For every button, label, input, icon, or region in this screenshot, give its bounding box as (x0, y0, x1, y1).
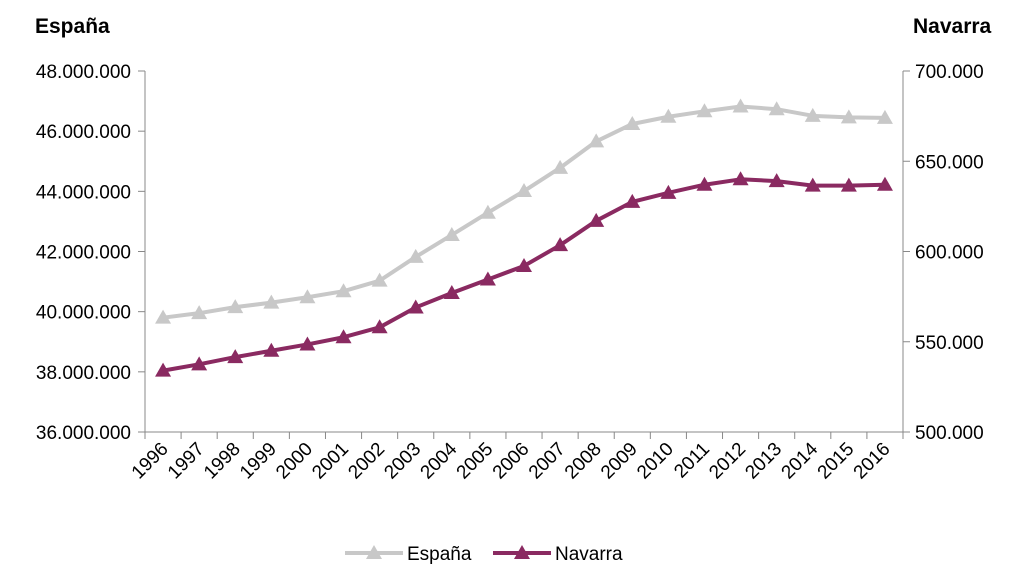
legend-label-espana: España (407, 544, 472, 565)
data-point-navarra (840, 177, 857, 192)
data-point-espana (443, 226, 460, 241)
left-tick-label: 40.000.000 (36, 303, 131, 324)
data-point-espana (479, 204, 496, 219)
data-point-navarra (588, 212, 605, 227)
legend-marker-espana (366, 545, 382, 559)
data-point-navarra (696, 176, 713, 191)
data-point-navarra (876, 176, 893, 191)
data-point-espana (732, 98, 749, 113)
data-point-navarra (191, 356, 208, 371)
x-tick-label: 2014 (778, 438, 823, 483)
data-point-navarra (804, 177, 821, 192)
right-tick-label: 650.000 (915, 152, 984, 173)
x-tick-label: 1996 (128, 439, 173, 484)
x-tick-label: 1997 (164, 439, 209, 484)
data-point-navarra (732, 171, 749, 186)
x-tick-label: 2013 (741, 439, 786, 484)
left-axis-title: España (35, 15, 110, 38)
data-point-espana (263, 294, 280, 309)
data-point-navarra (660, 184, 677, 199)
data-point-navarra (263, 342, 280, 357)
data-point-navarra (335, 329, 352, 344)
x-tick-label: 1999 (236, 439, 281, 484)
series-line-navarra (162, 177, 886, 373)
data-point-navarra (516, 257, 532, 272)
x-tick-label: 2015 (814, 439, 859, 484)
data-point-espana (191, 305, 208, 320)
x-tick-label: 2006 (489, 439, 534, 484)
right-tick-label: 500.000 (915, 423, 984, 444)
data-point-navarra (624, 193, 641, 208)
legend-label-navarra: Navarra (555, 544, 623, 565)
data-point-espana (588, 133, 605, 148)
data-point-navarra (371, 319, 388, 334)
x-tick-label: 2009 (597, 439, 642, 484)
left-tick-label: 36.000.000 (36, 423, 131, 444)
left-tick-label: 42.000.000 (36, 243, 131, 264)
x-tick-label: 1998 (200, 439, 245, 484)
left-tick-label: 44.000.000 (36, 182, 131, 203)
x-tick-label: 2002 (344, 439, 389, 484)
x-tick-label: 2005 (453, 439, 498, 484)
series-layer (155, 98, 893, 377)
right-axis-title: Navarra (913, 15, 992, 38)
right-tick-label: 550.000 (915, 333, 984, 354)
data-point-espana (624, 115, 641, 130)
data-point-espana (335, 283, 352, 298)
data-point-navarra (768, 173, 785, 188)
data-point-navarra (227, 349, 244, 364)
x-tick-label: 2008 (561, 439, 606, 484)
x-tick-label: 2007 (525, 439, 570, 484)
legend-marker-navarra (514, 545, 530, 559)
series-line-espana (162, 104, 885, 320)
data-point-espana (371, 272, 388, 287)
data-point-espana (407, 248, 424, 263)
data-point-espana (299, 289, 316, 304)
left-tick-label: 48.000.000 (36, 62, 131, 83)
data-point-navarra (552, 237, 569, 252)
data-point-espana (840, 109, 857, 124)
x-tick-label: 2000 (272, 439, 317, 484)
data-point-espana (804, 107, 821, 122)
data-point-navarra (479, 271, 496, 286)
data-point-espana (552, 159, 569, 174)
right-tick-label: 600.000 (915, 243, 984, 264)
data-point-espana (768, 101, 785, 116)
data-point-navarra (443, 285, 460, 300)
left-tick-label: 38.000.000 (36, 363, 131, 384)
x-tick-label: 2016 (850, 439, 895, 484)
data-point-espana (227, 299, 244, 314)
data-point-navarra (299, 336, 316, 351)
left-tick-label: 46.000.000 (36, 122, 131, 143)
data-point-navarra (407, 299, 424, 314)
x-tick-label: 2004 (417, 438, 462, 483)
x-tick-label: 2003 (381, 439, 426, 484)
x-tick-label: 2012 (705, 439, 750, 484)
data-point-espana (876, 109, 893, 124)
x-tick-label: 2011 (670, 439, 714, 483)
x-tick-label: 2010 (633, 439, 678, 484)
right-tick-label: 700.000 (915, 62, 984, 83)
data-point-espana (660, 108, 677, 123)
data-point-espana (516, 183, 532, 198)
legend: España Navarra (345, 544, 623, 565)
x-tick-label: 2001 (308, 439, 353, 484)
data-point-navarra (155, 362, 172, 377)
data-point-espana (696, 103, 713, 118)
data-point-espana (155, 309, 172, 324)
